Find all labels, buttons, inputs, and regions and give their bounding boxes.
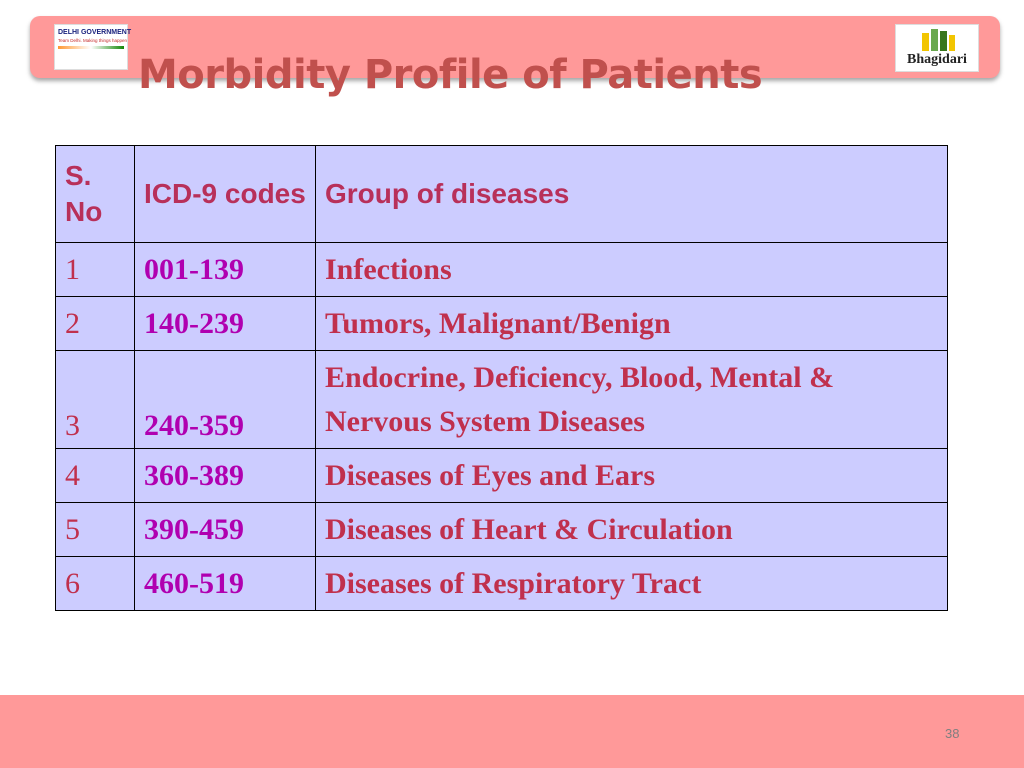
table-cell: 1 [55,242,135,297]
logo-stripe [58,46,124,49]
page-number: 38 [945,726,960,741]
table-cell: Infections [315,242,948,297]
table-cell: 140-239 [134,296,316,351]
table-row: 6 460-519 Diseases of Respiratory Tract [55,556,948,611]
logo-icon [922,29,955,51]
table-cell: 3 [55,350,135,449]
table-row: 3 240-359 Endocrine, Deficiency, Blood, Me… [55,350,948,449]
header-row: S. No ICD-9 codes Group of diseases [55,145,948,243]
table-row: 4 360-389 Diseases of Eyes and Ears [55,448,948,503]
table-cell: 360-389 [134,448,316,503]
table-cell: Tumors, Malignant/Benign [315,296,948,351]
logo-tagline: Team Delhi. Making things happen [58,38,128,43]
table-row: 5 390-459 Diseases of Heart & Circulation [55,502,948,557]
table-cell: Endocrine, Deficiency, Blood, Mental & N… [315,350,948,449]
table-row: 2 140-239 Tumors, Malignant/Benign [55,296,948,351]
column-header: S. No [55,145,135,243]
table-cell: 5 [55,502,135,557]
table-cell: Diseases of Eyes and Ears [315,448,948,503]
column-header: Group of diseases [315,145,948,243]
table-row: 1 001-139 Infections [55,242,948,297]
table-cell: 460-519 [134,556,316,611]
slide-title: Morbidity Profile of Patients [138,52,763,98]
table-cell: 240-359 [134,350,316,449]
table-cell: 2 [55,296,135,351]
logo-name: Bhagidari [907,52,967,67]
table-cell: Diseases of Heart & Circulation [315,502,948,557]
table-cell: 4 [55,448,135,503]
disease-table: S. No ICD-9 codes Group of diseases 1 001-1… [55,145,948,611]
table-cell: 390-459 [134,502,316,557]
header-banner [30,16,1000,78]
table-cell: Diseases of Respiratory Tract [315,556,948,611]
table-cell: 6 [55,556,135,611]
logo-name: DELHI GOVERNMENT [58,29,132,36]
bhagidari-logo: Bhagidari [895,24,979,72]
delhi-government-logo: DELHI GOVERNMENT Team Delhi. Making thin… [54,24,132,70]
table-cell: 001-139 [134,242,316,297]
footer-band [0,695,1024,768]
column-header: ICD-9 codes [134,145,316,243]
